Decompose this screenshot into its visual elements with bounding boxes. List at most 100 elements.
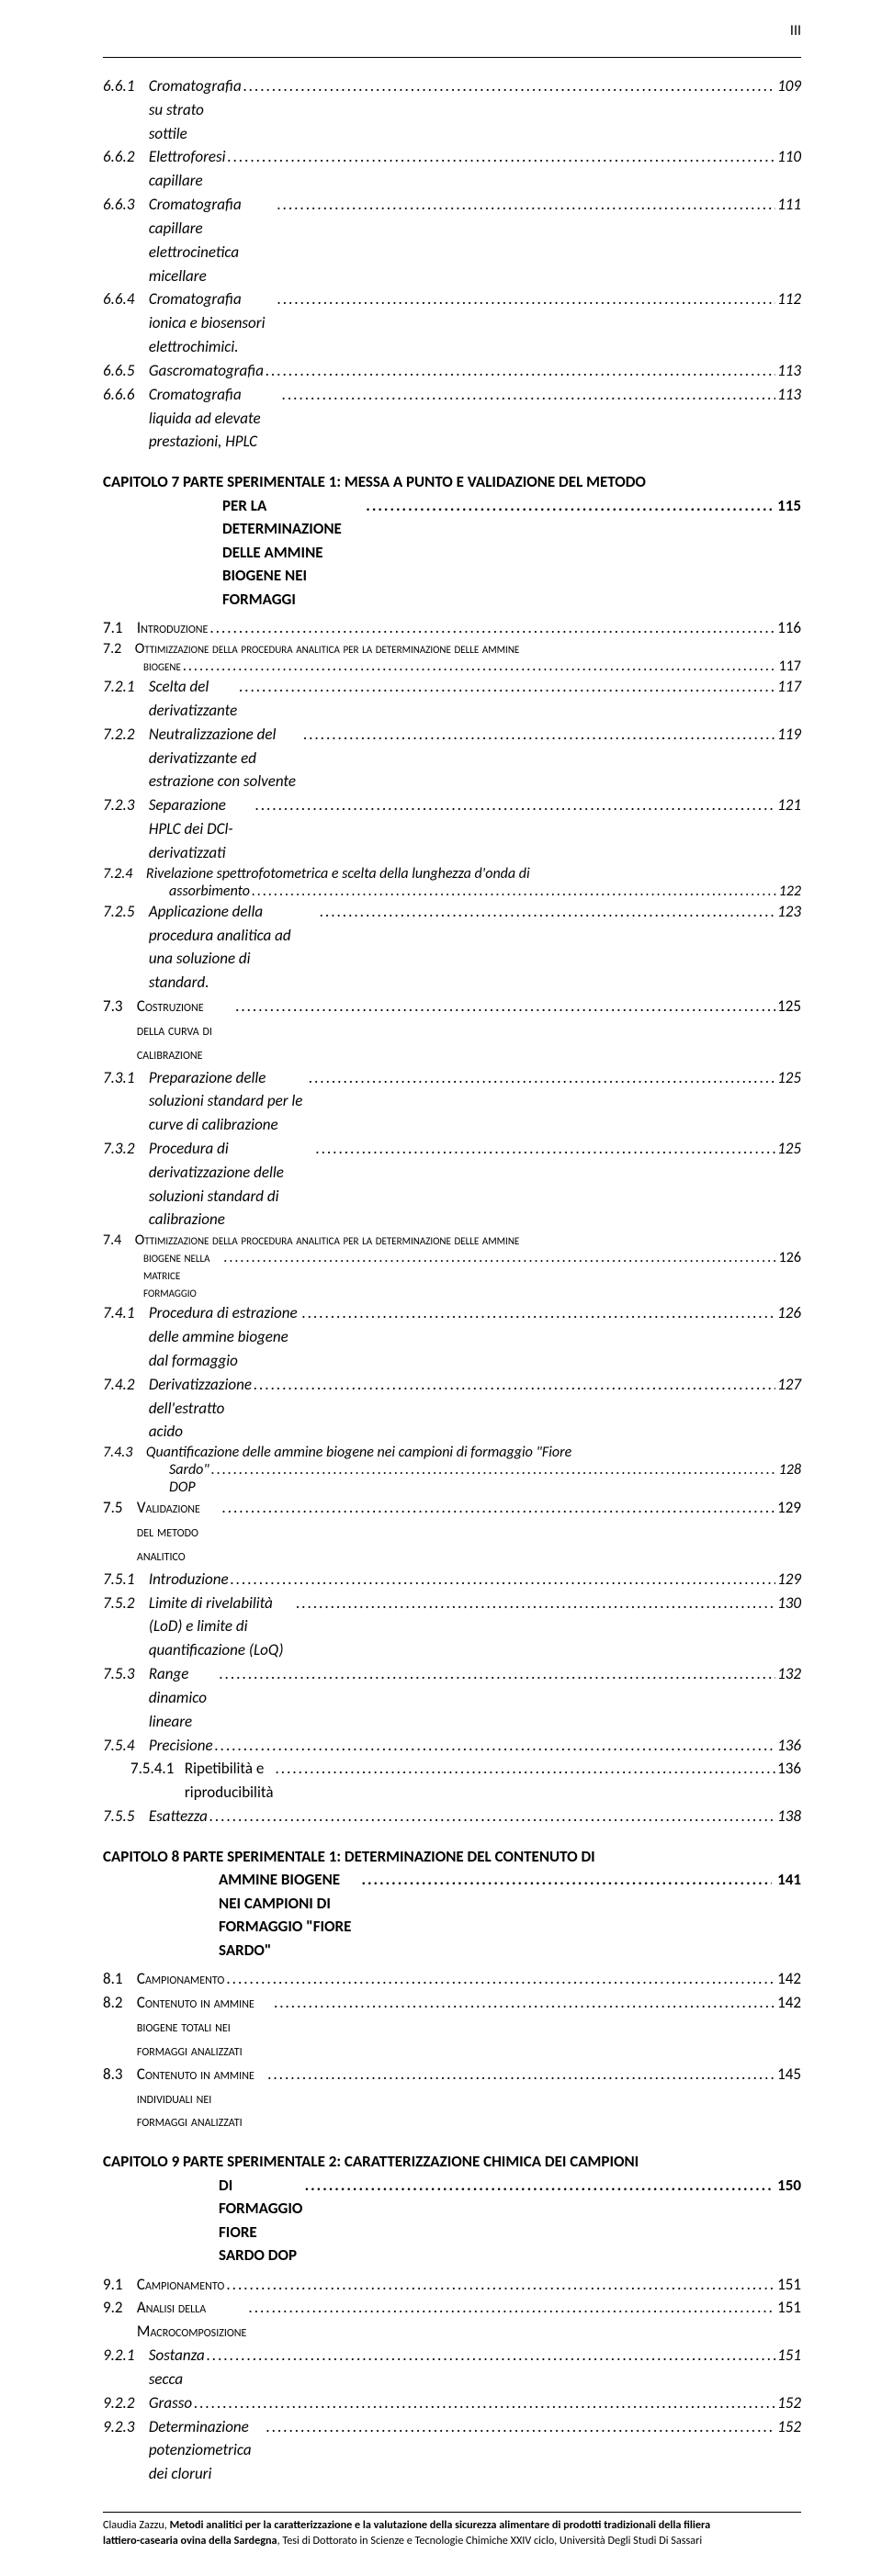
toc-entry: 9.2.2 Grasso ...........................… <box>103 2391 801 2415</box>
toc-num: 7.1 <box>103 616 137 640</box>
toc-entry: 7.5.2 Limite di rivelabilità (LoD) e lim… <box>103 1592 801 1662</box>
toc-entry: 7.3.1 Preparazione delle soluzioni stand… <box>103 1066 801 1137</box>
toc-label: Ottimizzazione della procedura analitica… <box>135 1232 520 1249</box>
toc-entry: 7.5.3 Range dinamico lineare ...........… <box>103 1662 801 1733</box>
toc-entry: 9.2.3 Determinazione potenziometrica dei… <box>103 2415 801 2486</box>
toc-num: 7.3.1 <box>103 1066 149 1090</box>
chapter-8-heading: CAPITOLO 8 PARTE SPERIMENTALE 1: DETERMI… <box>103 1845 801 1963</box>
toc-entry: 8.1 Campionamento ......................… <box>103 1967 801 1991</box>
toc-page: 151 <box>777 2344 801 2368</box>
toc-page: 138 <box>777 1805 801 1828</box>
toc-entry: 6.6.2 Elettroforesi capillare ..........… <box>103 145 801 193</box>
footer-author: Claudia Zazzu, <box>103 2518 170 2532</box>
leader-dots: ........................................… <box>194 2391 775 2415</box>
toc-label: Gascromatografia <box>149 359 264 383</box>
leader-dots: ........................................… <box>239 675 775 699</box>
toc-label: Campionamento <box>137 1967 224 1991</box>
toc-label-cont: biogene nella matrice formaggio <box>143 1249 221 1301</box>
toc-num: 9.2.1 <box>103 2344 149 2368</box>
toc-num: 7.5.4.1 <box>130 1757 185 1781</box>
toc-entry: 7.5.4 Precisione .......................… <box>103 1734 801 1758</box>
toc-num: 6.6.6 <box>103 383 149 407</box>
toc-label: Analisi della Macrocomposizione <box>137 2296 247 2344</box>
toc-num: 7.4.1 <box>103 1301 149 1325</box>
footer-rest: , Tesi di Dottorato in Scienze e Tecnolo… <box>277 2534 703 2548</box>
leader-dots: ........................................… <box>277 193 776 217</box>
toc-entry: 7.4.2 Derivatizzazione dell'estratto aci… <box>103 1373 801 1444</box>
toc-page: 126 <box>777 1301 801 1325</box>
leader-dots: ........................................… <box>223 1249 776 1266</box>
leader-dots: ........................................… <box>282 383 775 407</box>
toc-num: 7.5.3 <box>103 1662 149 1686</box>
toc-num: 9.2 <box>103 2296 137 2320</box>
toc-entry: 7.2.1 Scelta del derivatizzante ........… <box>103 675 801 723</box>
toc-label-cont: Sardo" DOP <box>169 1461 209 1496</box>
toc-page: 121 <box>777 793 801 817</box>
leader-dots: ........................................… <box>209 616 775 640</box>
toc-entry: 7.5.4.1 Ripetibilità e riproducibilità .… <box>103 1757 801 1805</box>
chapter-9-heading: CAPITOLO 9 PARTE SPERIMENTALE 2: CARATTE… <box>103 2150 801 2267</box>
leader-dots: ........................................… <box>248 2296 775 2320</box>
toc-page: 152 <box>777 2415 801 2439</box>
toc-label: Grasso <box>149 2391 192 2415</box>
leader-dots: ........................................… <box>303 723 775 747</box>
toc-num: 7.2.3 <box>103 793 149 817</box>
leader-dots: ........................................… <box>296 1592 775 1615</box>
toc-page: 109 <box>777 74 801 98</box>
toc-page: 117 <box>779 658 801 675</box>
header-rule <box>103 57 801 58</box>
toc-entry: 6.6.4 Cromatografia ionica e biosensori … <box>103 287 801 358</box>
toc-label: Validazione del metodo analitico <box>137 1496 220 1567</box>
toc-label: Limite di rivelabilità (LoD) e limite di… <box>149 1592 294 1662</box>
chapter-prefix: CAPITOLO 8 <box>103 1847 183 1866</box>
toc-entry: 8.2 Contenuto in ammine biogene totali n… <box>103 1991 801 2062</box>
leader-dots: ........................................… <box>361 1868 772 1892</box>
toc-page: 127 <box>777 1373 801 1397</box>
toc-label: Cromatografia capillare elettrocinetica … <box>149 193 276 287</box>
toc-num: 7.5 <box>103 1496 137 1520</box>
toc-num: 8.3 <box>103 2063 137 2087</box>
toc-page: 126 <box>779 1249 801 1266</box>
toc-label: Procedura di estrazione delle ammine bio… <box>149 1301 300 1372</box>
toc-label: Introduzione <box>149 1568 229 1592</box>
toc-label: Rivelazione spettrofotometrica e scelta … <box>146 865 530 883</box>
toc-entry: 7.2.4 Rivelazione spettrofotometrica e s… <box>103 865 801 900</box>
chapter-page: 115 <box>774 494 801 518</box>
toc-label: Applicazione della procedura analitica a… <box>149 900 312 995</box>
leader-dots: ........................................… <box>252 883 777 900</box>
toc-label: Ottimizzazione della procedura analitica… <box>135 640 520 658</box>
toc-page: 112 <box>777 287 801 311</box>
toc-label: Precisione <box>149 1734 213 1758</box>
toc-page: 125 <box>777 1066 801 1090</box>
leader-dots: ........................................… <box>226 2273 775 2297</box>
toc-label: Esattezza <box>149 1805 208 1828</box>
chapter-text-cont: DI FORMAGGIO FIORE SARDO DOP <box>219 2174 303 2267</box>
toc-num: 6.6.4 <box>103 287 149 311</box>
leader-dots: ........................................… <box>207 2344 775 2368</box>
toc-entry: 9.2 Analisi della Macrocomposizione ....… <box>103 2296 801 2344</box>
toc-entry: 7.2 Ottimizzazione della procedura anali… <box>103 640 801 675</box>
leader-dots: ........................................… <box>228 145 776 169</box>
toc-label: Costruzione della curva di calibrazione <box>137 995 233 1065</box>
toc-page: 123 <box>777 900 801 924</box>
leader-dots: ........................................… <box>221 1496 775 1520</box>
leader-dots: ........................................… <box>215 1734 776 1758</box>
toc-label: Range dinamico lineare <box>149 1662 218 1733</box>
toc-entry: 7.1 Introduzione .......................… <box>103 616 801 640</box>
toc-entry: 7.5 Validazione del metodo analitico ...… <box>103 1496 801 1567</box>
toc-entry: 7.5.5 Esattezza ........................… <box>103 1805 801 1828</box>
toc-entry: 6.6.3 Cromatografia capillare elettrocin… <box>103 193 801 287</box>
leader-dots: ........................................… <box>316 1137 775 1161</box>
toc-page: 110 <box>777 145 801 169</box>
toc-label: Cromatografia liquida ad elevate prestaz… <box>149 383 280 454</box>
toc-label-cont: assorbimento <box>169 883 250 900</box>
toc-entry: 6.6.6 Cromatografia liquida ad elevate p… <box>103 383 801 454</box>
toc-label-cont: biogene <box>143 658 181 675</box>
toc-label: Scelta del derivatizzante <box>149 675 237 723</box>
toc-num: 8.1 <box>103 1967 137 1991</box>
toc-entry: 7.4.1 Procedura di estrazione delle ammi… <box>103 1301 801 1372</box>
toc-page: 113 <box>777 359 801 383</box>
leader-dots: ........................................… <box>266 359 775 383</box>
toc-num: 7.4 <box>103 1232 121 1249</box>
toc-num: 7.4.2 <box>103 1373 149 1397</box>
